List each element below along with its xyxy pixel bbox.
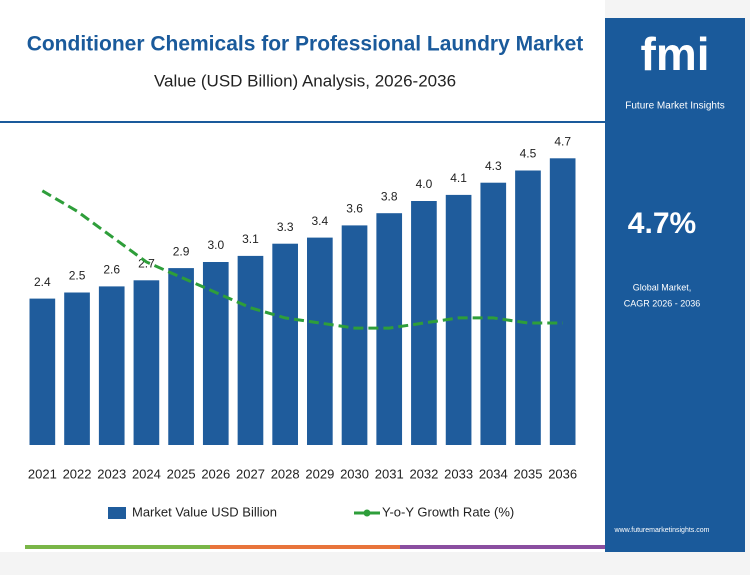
x-tick-label: 2028	[271, 466, 300, 481]
x-tick-label: 2027	[236, 466, 265, 481]
brand: Future Market Insights	[625, 101, 724, 112]
bar	[237, 255, 264, 445]
legend-swatch	[363, 509, 371, 517]
bar	[133, 280, 160, 445]
sidebar	[605, 18, 745, 552]
x-tick-label: 2031	[375, 466, 404, 481]
data-label: 4.7	[554, 134, 571, 148]
bar	[515, 170, 541, 445]
x-tick-label: 2033	[444, 466, 473, 481]
url: www.futuremarketinsights.com	[614, 527, 710, 534]
x-tick-label: 2022	[63, 466, 92, 481]
logo: fmi	[641, 28, 710, 80]
stripe	[25, 545, 210, 549]
cagr-caption: CAGR 2026 - 2036	[624, 298, 701, 308]
x-tick-label: 2029	[305, 466, 334, 481]
legend-label: Y-o-Y Growth Rate (%)	[382, 504, 514, 519]
bar	[202, 262, 229, 445]
bar	[64, 292, 90, 445]
legend-label: Market Value USD Billion	[132, 504, 277, 519]
x-tick-label: 2021	[28, 466, 57, 481]
bar	[341, 225, 368, 445]
data-label: 4.0	[416, 177, 433, 191]
data-label: 4.3	[485, 159, 502, 173]
x-tick-label: 2034	[479, 466, 508, 481]
data-label: 2.9	[173, 244, 190, 258]
data-label: 3.1	[242, 232, 259, 246]
stripe	[400, 545, 605, 549]
bar	[549, 158, 576, 446]
cagr-value: 4.7%	[628, 207, 696, 240]
chart-title: Conditioner Chemicals for Professional L…	[27, 33, 584, 56]
data-label: 2.6	[103, 263, 120, 277]
bar	[272, 243, 298, 445]
x-tick-label: 2026	[201, 466, 230, 481]
bar	[307, 237, 333, 445]
bar	[168, 268, 194, 445]
data-label: 3.0	[207, 238, 224, 252]
legend-swatch	[108, 507, 126, 519]
line	[41, 189, 563, 330]
x-tick-label: 2035	[514, 466, 543, 481]
bar	[480, 182, 507, 445]
chart-subtitle: Value (USD Billion) Analysis, 2026-2036	[154, 71, 456, 90]
data-label: 4.5	[520, 147, 537, 161]
cagr-caption: Global Market,	[633, 282, 692, 292]
x-tick-label: 2032	[409, 466, 438, 481]
data-label: 2.4	[34, 275, 51, 289]
stripe	[210, 545, 400, 549]
data-label: 3.6	[346, 202, 363, 216]
data-label: 3.3	[277, 220, 294, 234]
x-tick-label: 2030	[340, 466, 369, 481]
data-label: 4.1	[450, 171, 467, 185]
data-label: 3.4	[312, 214, 329, 228]
x-tick-label: 2024	[132, 466, 161, 481]
data-label: 3.8	[381, 189, 398, 203]
bar	[29, 298, 56, 445]
x-tick-label: 2036	[548, 466, 577, 481]
x-tick-label: 2025	[167, 466, 196, 481]
x-tick-label: 2023	[97, 466, 126, 481]
bar	[98, 286, 125, 445]
data-label: 2.5	[69, 269, 86, 283]
